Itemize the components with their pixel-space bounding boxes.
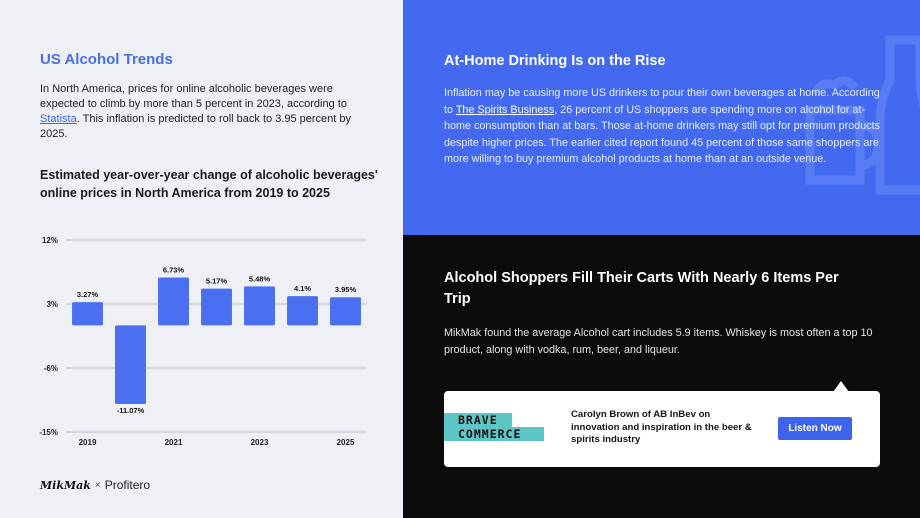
spirits-business-link[interactable]: The Spirits Business xyxy=(455,103,555,116)
left-panel: US Alcohol Trends In North America, pric… xyxy=(0,0,403,518)
cart-title: Alcohol Shoppers Fill Their Carts With N… xyxy=(444,270,839,307)
chart-title: Estimated year-over-year change of alcoh… xyxy=(40,168,378,200)
chart-bar xyxy=(287,296,318,326)
at-home-title: At-Home Drinking Is on the Rise xyxy=(444,53,666,69)
brave-commerce-logo: BRAVE COMMERCE xyxy=(444,413,544,445)
data-label: 5.17% xyxy=(206,277,228,286)
y-tick-label: -15% xyxy=(39,428,58,437)
cart-panel: Alcohol Shoppers Fill Their Carts With N… xyxy=(403,235,920,518)
x-tick-label: 2025 xyxy=(337,438,355,447)
x-tick-label: 2021 xyxy=(165,438,183,447)
at-home-body: Inflation may be causing more US drinker… xyxy=(444,85,884,168)
chart-bar xyxy=(72,302,103,326)
intro-paragraph: In North America, prices for online alco… xyxy=(40,82,360,142)
data-label: -11.07% xyxy=(117,406,145,415)
chart-bar xyxy=(330,297,361,326)
chart-bar xyxy=(244,286,275,326)
chart-bar xyxy=(158,277,189,326)
podcast-description: Carolyn Brown of AB InBev on innovation … xyxy=(571,409,752,445)
intro-text-after: . This inflation is predicted to roll ba… xyxy=(40,113,352,140)
y-tick-label: 12% xyxy=(42,236,58,245)
at-home-text-before: Inflation may be causing more US drinker… xyxy=(444,87,880,116)
cart-body: MikMak found the average Alcohol cart in… xyxy=(444,327,873,356)
footer-logos: MikMak × Profitero xyxy=(40,478,150,492)
y-tick-label: -6% xyxy=(44,364,58,373)
x-tick-label: 2019 xyxy=(79,438,97,447)
statista-link[interactable]: Statista xyxy=(40,113,77,125)
data-label: 6.73% xyxy=(163,265,185,274)
x-tick-label: 2023 xyxy=(251,438,269,447)
at-home-panel: At-Home Drinking Is on the Rise Inflatio… xyxy=(403,0,920,235)
card-pointer xyxy=(833,381,849,392)
data-label: 3.95% xyxy=(335,285,357,294)
data-label: 5.48% xyxy=(249,274,271,283)
bar-chart: 12% 3% -6% -15% 3.27% 2019 -11.07% 6.73% 2021 5.1… xyxy=(39,236,367,447)
data-label: 3.27% xyxy=(77,290,99,299)
data-label: 4.1% xyxy=(294,284,311,293)
logo-separator: × xyxy=(94,479,101,491)
mikmak-logo: MikMak xyxy=(40,478,91,492)
at-home-text-after: , 26 percent of US shoppers are spending… xyxy=(444,103,881,166)
section-title: US Alcohol Trends xyxy=(40,51,173,68)
chart-bar xyxy=(115,325,146,405)
intro-text-before: In North America, prices for online alco… xyxy=(40,83,347,110)
brave-commerce-logo-line2: COMMERCE xyxy=(444,427,544,441)
profitero-logo: Profitero xyxy=(104,478,151,492)
y-tick-label: 3% xyxy=(46,300,58,309)
bottle-glass-illustration xyxy=(805,35,920,195)
listen-now-button[interactable]: Listen Now xyxy=(778,417,852,440)
brave-commerce-logo-line1: BRAVE xyxy=(444,413,512,427)
podcast-card: BRAVE COMMERCE Carolyn Brown of AB InBev… xyxy=(444,391,880,467)
chart-bar xyxy=(201,288,232,326)
